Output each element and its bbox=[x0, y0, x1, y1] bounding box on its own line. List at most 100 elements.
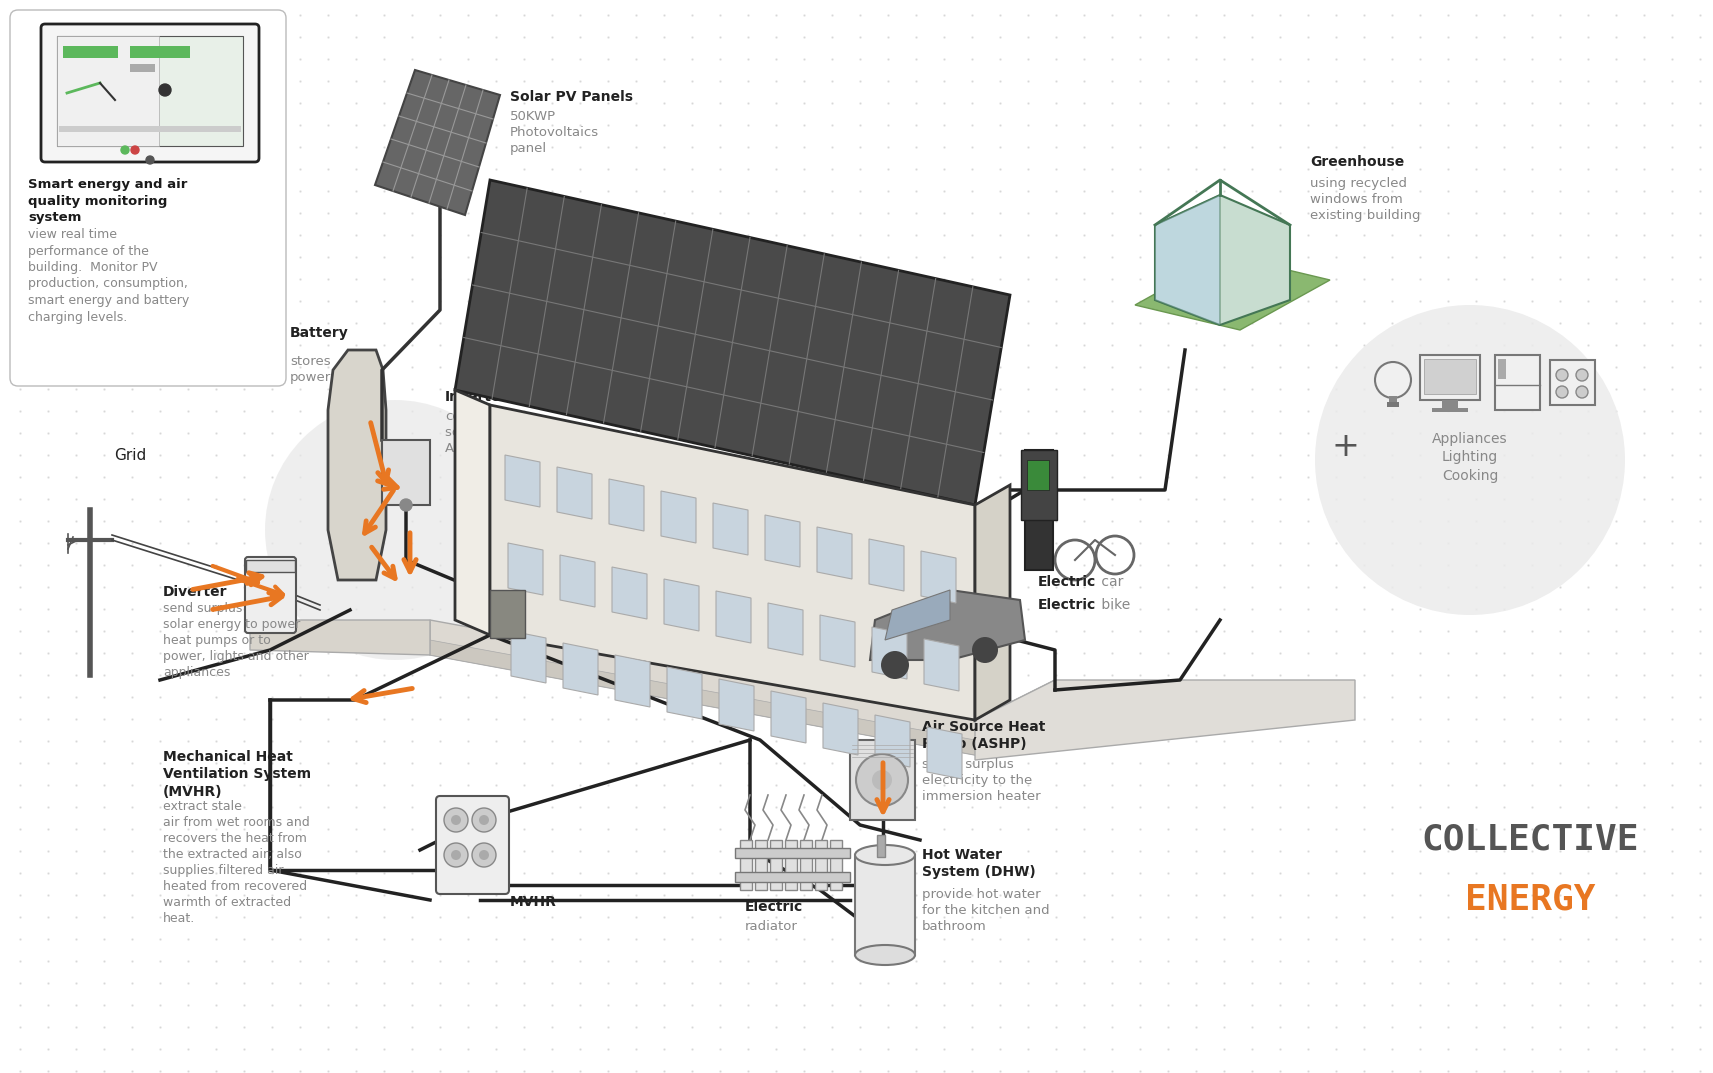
Text: extract stale
air from wet rooms and
recovers the heat from
the extracted air; a: extract stale air from wet rooms and rec… bbox=[163, 800, 310, 925]
Text: Smart energy and air
quality monitoring
system: Smart energy and air quality monitoring … bbox=[27, 178, 187, 224]
Polygon shape bbox=[975, 485, 1011, 720]
Bar bbox=[800, 840, 812, 890]
Text: Mechanical Heat
Ventilation System
(MVHR): Mechanical Heat Ventilation System (MVHR… bbox=[163, 750, 312, 798]
Circle shape bbox=[130, 146, 139, 155]
Bar bbox=[382, 440, 430, 505]
Polygon shape bbox=[868, 539, 904, 591]
Polygon shape bbox=[661, 491, 695, 543]
Polygon shape bbox=[923, 640, 959, 691]
Polygon shape bbox=[327, 350, 385, 580]
Circle shape bbox=[480, 815, 488, 825]
Circle shape bbox=[401, 499, 413, 511]
Text: Electric: Electric bbox=[745, 900, 803, 914]
Polygon shape bbox=[716, 591, 750, 643]
FancyBboxPatch shape bbox=[10, 10, 286, 386]
Circle shape bbox=[473, 843, 497, 867]
Polygon shape bbox=[666, 667, 702, 719]
Bar bbox=[130, 64, 154, 72]
Bar bbox=[850, 740, 915, 820]
Polygon shape bbox=[1155, 195, 1220, 325]
Bar bbox=[1442, 400, 1458, 408]
Text: Battery: Battery bbox=[289, 326, 349, 340]
Polygon shape bbox=[509, 543, 543, 596]
Circle shape bbox=[473, 808, 497, 832]
Polygon shape bbox=[1136, 255, 1329, 330]
Polygon shape bbox=[612, 567, 648, 619]
Bar bbox=[815, 840, 827, 890]
Bar bbox=[785, 840, 797, 890]
Text: converts
solar DC current to
AC current: converts solar DC current to AC current bbox=[445, 410, 570, 455]
Bar bbox=[130, 46, 190, 58]
Polygon shape bbox=[822, 703, 858, 755]
Polygon shape bbox=[456, 389, 490, 635]
Bar bbox=[740, 840, 752, 890]
Bar bbox=[735, 848, 850, 858]
Polygon shape bbox=[510, 631, 546, 684]
Polygon shape bbox=[430, 620, 1055, 755]
Polygon shape bbox=[505, 455, 540, 508]
Text: Diverter: Diverter bbox=[163, 585, 228, 599]
Bar bbox=[735, 872, 850, 882]
Circle shape bbox=[1555, 369, 1567, 381]
Polygon shape bbox=[767, 603, 803, 655]
Text: car: car bbox=[1096, 575, 1124, 589]
Circle shape bbox=[444, 843, 468, 867]
Text: Greenhouse: Greenhouse bbox=[1310, 155, 1405, 170]
Text: ENERGY: ENERGY bbox=[1465, 883, 1595, 917]
Polygon shape bbox=[456, 180, 1011, 505]
FancyBboxPatch shape bbox=[41, 24, 259, 162]
Bar bbox=[831, 840, 843, 890]
Text: Appliances
Lighting
Cooking: Appliances Lighting Cooking bbox=[1432, 432, 1507, 483]
Polygon shape bbox=[719, 679, 754, 731]
Text: stores
power: stores power bbox=[289, 355, 331, 384]
Text: Electric: Electric bbox=[1038, 575, 1096, 589]
Bar bbox=[1388, 402, 1400, 407]
Text: MVHR: MVHR bbox=[510, 895, 557, 909]
Circle shape bbox=[266, 400, 524, 660]
Text: Grid: Grid bbox=[113, 449, 146, 464]
Bar bbox=[1495, 355, 1540, 410]
Bar bbox=[1432, 408, 1468, 412]
Bar bbox=[877, 835, 886, 857]
Bar bbox=[58, 126, 242, 132]
Polygon shape bbox=[430, 640, 1055, 755]
Bar bbox=[1389, 396, 1398, 402]
Polygon shape bbox=[490, 405, 975, 720]
Polygon shape bbox=[875, 715, 910, 767]
Bar bbox=[247, 560, 295, 572]
Circle shape bbox=[1576, 369, 1588, 381]
Circle shape bbox=[971, 637, 999, 663]
Ellipse shape bbox=[855, 945, 915, 965]
Circle shape bbox=[146, 156, 154, 164]
Polygon shape bbox=[975, 680, 1355, 760]
Text: Hot Water
System (DHW): Hot Water System (DHW) bbox=[922, 848, 1036, 879]
Polygon shape bbox=[610, 479, 644, 531]
Polygon shape bbox=[817, 527, 851, 579]
Circle shape bbox=[451, 815, 461, 825]
Ellipse shape bbox=[855, 846, 915, 865]
Bar bbox=[57, 36, 159, 146]
Text: radiator: radiator bbox=[745, 920, 798, 934]
Bar bbox=[1424, 359, 1477, 394]
Polygon shape bbox=[922, 552, 956, 603]
Text: COLLECTIVE: COLLECTIVE bbox=[1422, 823, 1639, 857]
Bar bbox=[771, 840, 783, 890]
Circle shape bbox=[872, 770, 892, 790]
Circle shape bbox=[1316, 305, 1626, 615]
Bar bbox=[57, 36, 243, 146]
Polygon shape bbox=[886, 590, 951, 640]
Bar bbox=[855, 855, 915, 955]
Polygon shape bbox=[771, 691, 807, 743]
Circle shape bbox=[444, 808, 468, 832]
Bar bbox=[1550, 361, 1595, 405]
Text: Solar PV Panels: Solar PV Panels bbox=[510, 90, 634, 104]
Text: bike: bike bbox=[1096, 598, 1131, 612]
FancyBboxPatch shape bbox=[437, 796, 509, 894]
Bar bbox=[1021, 450, 1057, 520]
Bar bbox=[1420, 355, 1480, 400]
Polygon shape bbox=[927, 727, 963, 779]
Bar bbox=[755, 840, 767, 890]
Polygon shape bbox=[615, 655, 649, 707]
Text: +: + bbox=[1331, 430, 1358, 464]
Circle shape bbox=[1376, 362, 1412, 398]
